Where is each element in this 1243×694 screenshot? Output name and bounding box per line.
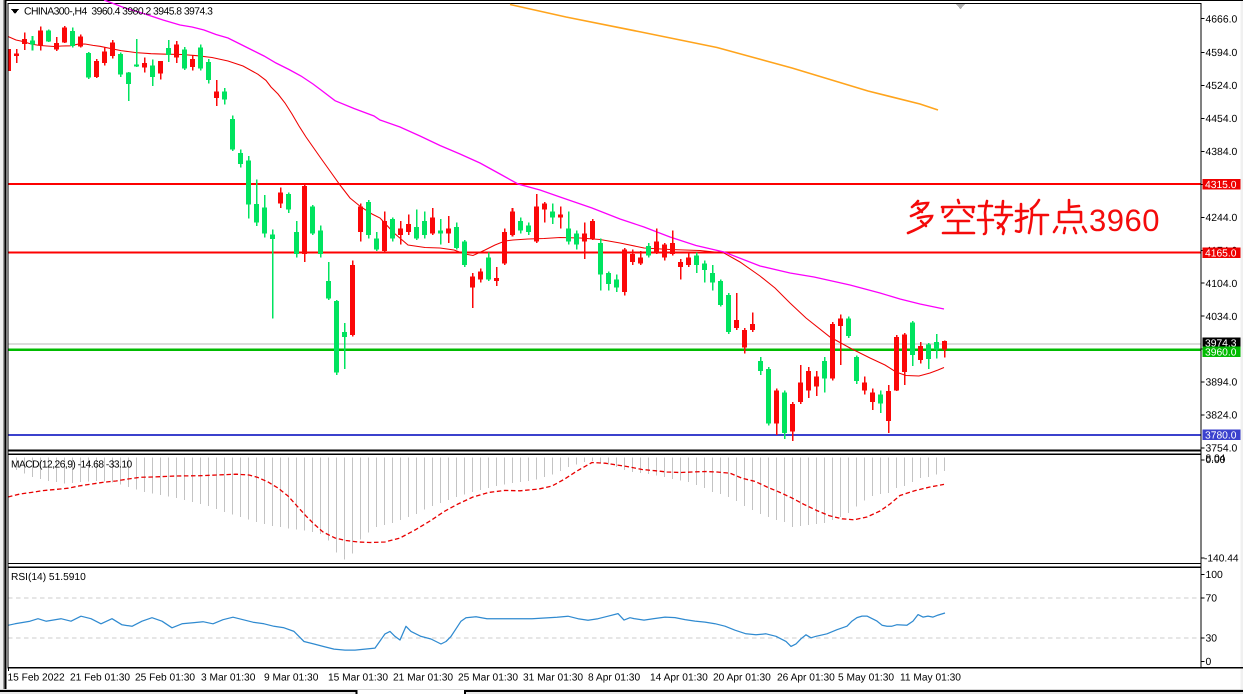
svg-text:3974.3: 3974.3: [1205, 338, 1237, 349]
svg-text:25 Mar 01:30: 25 Mar 01:30: [458, 673, 518, 684]
svg-text:-140.44: -140.44: [1204, 554, 1239, 565]
svg-text:8 Apr 01:30: 8 Apr 01:30: [588, 673, 640, 684]
svg-text:21 Mar 01:30: 21 Mar 01:30: [393, 673, 453, 684]
svg-text:15 Mar 01:30: 15 Mar 01:30: [328, 673, 388, 684]
svg-text:11 May 01:30: 11 May 01:30: [900, 673, 961, 684]
svg-text:4244.0: 4244.0: [1206, 213, 1238, 224]
svg-text:4524.0: 4524.0: [1206, 81, 1238, 92]
svg-text:25 Feb 01:30: 25 Feb 01:30: [135, 673, 195, 684]
svg-text:0: 0: [1206, 657, 1212, 668]
svg-text:5 May 01:30: 5 May 01:30: [838, 673, 894, 684]
svg-text:31 Mar 01:30: 31 Mar 01:30: [523, 673, 583, 684]
svg-text:21 Feb 01:30: 21 Feb 01:30: [70, 673, 130, 684]
svg-text:3780.0: 3780.0: [1205, 431, 1237, 442]
svg-text:3894.0: 3894.0: [1206, 378, 1238, 389]
svg-text:0.00: 0.00: [1206, 455, 1226, 466]
svg-text:4666.0: 4666.0: [1206, 14, 1238, 25]
svg-text:4104.0: 4104.0: [1206, 279, 1238, 290]
svg-text:4384.0: 4384.0: [1206, 147, 1238, 158]
svg-text:4315.0: 4315.0: [1205, 180, 1237, 191]
svg-text:RSI(14) 51.5910: RSI(14) 51.5910: [11, 572, 86, 583]
svg-text:3 Mar 01:30: 3 Mar 01:30: [201, 673, 256, 684]
svg-text:4165.0: 4165.0: [1205, 248, 1237, 259]
svg-text:26 Apr 01:30: 26 Apr 01:30: [777, 673, 835, 684]
svg-text:3824.0: 3824.0: [1206, 411, 1238, 422]
svg-text:MACD(12,26,9) -14.68 -33.10: MACD(12,26,9) -14.68 -33.10: [11, 460, 133, 471]
svg-text:100: 100: [1206, 570, 1224, 581]
svg-text:3960: 3960: [1089, 203, 1160, 238]
svg-text:20 Apr 01:30: 20 Apr 01:30: [713, 673, 771, 684]
svg-text:70: 70: [1206, 594, 1218, 605]
svg-text:15 Feb 2022: 15 Feb 2022: [8, 673, 66, 684]
svg-text:3754.0: 3754.0: [1206, 444, 1238, 455]
svg-text:9 Mar 01:30: 9 Mar 01:30: [264, 673, 319, 684]
svg-text:4034.0: 4034.0: [1206, 312, 1238, 323]
svg-text:CHINA300-,H4 3960.4 3980.2 39: CHINA300-,H4 3960.4 3980.2 3945.8 3974.3: [24, 6, 213, 17]
svg-text:4454.0: 4454.0: [1206, 114, 1238, 125]
svg-text:4594.0: 4594.0: [1206, 48, 1238, 59]
svg-text:30: 30: [1206, 634, 1218, 645]
svg-text:14 Apr 01:30: 14 Apr 01:30: [650, 673, 708, 684]
svg-text:3960.0: 3960.0: [1205, 347, 1237, 358]
svg-text:8.04: 8.04: [1206, 454, 1226, 465]
